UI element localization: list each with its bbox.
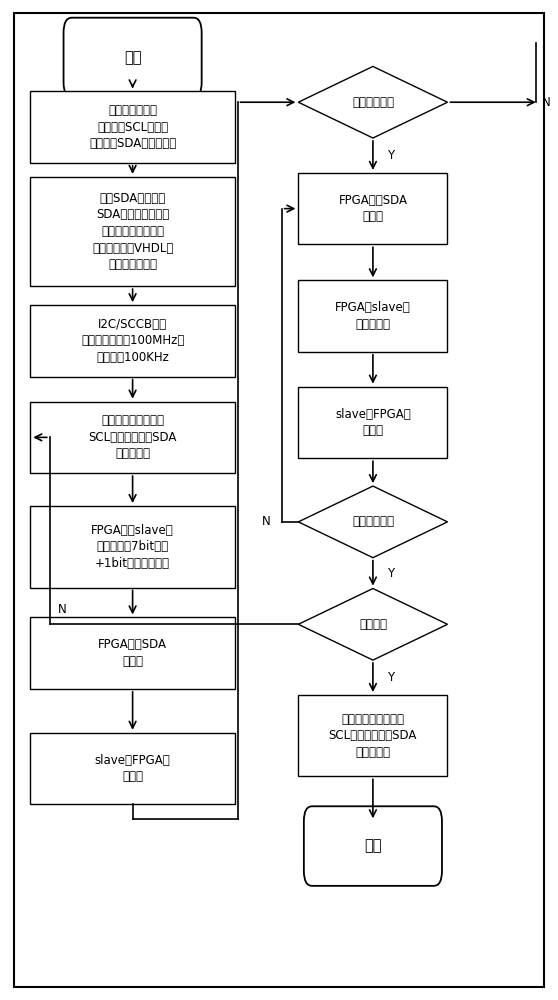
Text: 结束: 结束 — [364, 839, 382, 854]
Bar — [30, 617, 235, 689]
Text: 应答为低电平: 应答为低电平 — [352, 96, 394, 109]
Bar — [30, 402, 235, 473]
Text: 开始: 开始 — [124, 50, 141, 65]
Text: N: N — [262, 515, 271, 528]
Bar — [299, 387, 448, 458]
Bar — [30, 177, 235, 286]
Text: 定义管脚变量：
时钟管脚SCL，输出
数据管脚SDA，输入输出: 定义管脚变量： 时钟管脚SCL，输出 数据管脚SDA，输入输出 — [89, 104, 176, 150]
Text: slave向FPGA返
回应答: slave向FPGA返 回应答 — [95, 754, 171, 783]
Text: 结束传输条件产生：
SCL为高电平时，SDA
产生上升沿: 结束传输条件产生： SCL为高电平时，SDA 产生上升沿 — [329, 713, 417, 759]
FancyBboxPatch shape — [304, 806, 442, 886]
Polygon shape — [299, 66, 448, 138]
Text: Y: Y — [387, 149, 394, 162]
Bar — [299, 695, 448, 776]
Text: 配置完成: 配置完成 — [359, 618, 387, 631]
Text: FPGA设置SDA
为输出: FPGA设置SDA 为输出 — [338, 194, 407, 223]
Text: N: N — [58, 603, 67, 616]
Text: N: N — [541, 96, 550, 109]
FancyBboxPatch shape — [64, 18, 201, 97]
Text: 应答为低电平: 应答为低电平 — [352, 515, 394, 528]
Bar — [299, 280, 448, 352]
Text: 设置SDA为输出：
SDA管脚为三态，即
输出、输入和高阻，
此时需要通过VHDL设
置其为输出类型: 设置SDA为输出： SDA管脚为三态，即 输出、输入和高阻， 此时需要通过VHD… — [92, 192, 174, 271]
Bar — [30, 506, 235, 588]
Text: I2C/SCCB时钟
产生：对主时钟100MHz分
频，得到100KHz: I2C/SCCB时钟 产生：对主时钟100MHz分 频，得到100KHz — [81, 318, 184, 364]
Bar — [30, 91, 235, 163]
Text: Y: Y — [387, 567, 394, 580]
Polygon shape — [299, 589, 448, 660]
Text: Y: Y — [387, 671, 394, 684]
Text: 开始传输条件产生：
SCL为高电平时，SDA
产生下降沿: 开始传输条件产生： SCL为高电平时，SDA 产生下降沿 — [88, 414, 177, 460]
Bar — [299, 173, 448, 244]
Bar — [30, 733, 235, 804]
Polygon shape — [299, 486, 448, 558]
Text: FPGA发送slave地
址，地址由7bit地址
+1bit读写标志组成: FPGA发送slave地 址，地址由7bit地址 +1bit读写标志组成 — [91, 524, 174, 570]
Text: slave向FPGA返
回应答: slave向FPGA返 回应答 — [335, 408, 411, 437]
Bar — [30, 305, 235, 377]
Text: FPGA向slave发
送配置命令: FPGA向slave发 送配置命令 — [335, 301, 411, 331]
Text: FPGA设置SDA
为输入: FPGA设置SDA 为输入 — [98, 638, 167, 668]
